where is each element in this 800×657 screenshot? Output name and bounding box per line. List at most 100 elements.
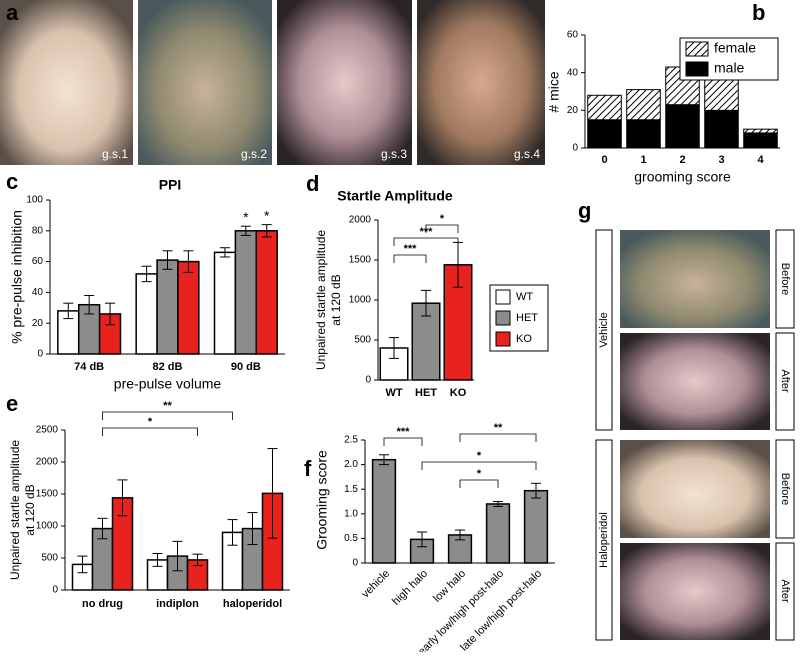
bracket	[459, 433, 537, 442]
y-tick-label: 80	[32, 225, 44, 236]
bracket	[421, 461, 537, 470]
significance: *	[148, 416, 153, 428]
panel-letter: g	[578, 198, 591, 223]
condition-label: After	[779, 579, 791, 603]
x-tick-label: haloperidol	[223, 598, 282, 610]
bracket	[102, 411, 233, 420]
bar	[234, 230, 258, 355]
chart-title: Startle Amplitude	[337, 188, 453, 204]
significance: ***	[404, 243, 418, 255]
photo-row: g.s.1 g.s.2 g.s.3 g.s.4	[0, 0, 545, 165]
y-axis-label: at 120 dB	[23, 484, 37, 535]
y-tick-label: 1500	[36, 489, 59, 500]
bar-segment	[587, 119, 622, 149]
significance: **	[494, 422, 503, 434]
bar-segment	[665, 104, 700, 149]
photo-label: g.s.1	[102, 147, 128, 161]
bar	[523, 489, 549, 564]
x-tick-label: 4	[757, 154, 764, 166]
bar-segment	[626, 89, 661, 121]
y-tick-label: 2500	[36, 425, 59, 436]
x-axis-label: pre-pulse volume	[114, 376, 222, 392]
bar	[135, 273, 158, 355]
significance: *	[243, 209, 249, 225]
condition-label: Before	[779, 473, 791, 505]
condition-box	[775, 229, 795, 329]
x-tick-label: low halo	[431, 568, 468, 605]
x-tick-label: indiplon	[156, 598, 199, 610]
y-tick-label: 40	[567, 67, 579, 78]
y-tick-label: 500	[41, 553, 58, 564]
panel-letter: c	[6, 169, 18, 194]
photo	[620, 230, 770, 328]
x-tick-label: 0	[601, 154, 607, 166]
x-tick-label: vehicle	[359, 568, 392, 601]
y-tick-label: 2000	[36, 457, 59, 468]
x-tick-label: 2	[679, 154, 685, 166]
panel-letter: e	[6, 391, 18, 416]
bar	[371, 458, 397, 564]
bracket	[383, 437, 423, 446]
significance: ***	[397, 426, 411, 438]
group-box	[595, 229, 613, 431]
group-box	[595, 439, 613, 641]
bar	[177, 260, 200, 355]
y-tick-label: 0	[365, 375, 371, 386]
panel-letter: d	[306, 171, 319, 196]
legend-label: female	[714, 40, 756, 56]
y-tick-label: 60	[567, 30, 579, 41]
panel-letter: b	[752, 0, 765, 25]
bar-segment	[704, 109, 739, 149]
group-label: Haloperidol	[598, 512, 610, 568]
bracket	[102, 427, 198, 436]
legend-label: KO	[516, 333, 532, 345]
y-tick-label: 0	[52, 585, 58, 596]
legend-label: WT	[516, 291, 533, 303]
y-tick-label: 2.5	[344, 435, 358, 446]
photo	[620, 543, 770, 640]
y-tick-label: 500	[354, 335, 371, 346]
bar-segment	[743, 132, 778, 149]
bar-segment	[743, 128, 778, 134]
bar	[213, 251, 237, 355]
x-tick-label: KO	[450, 387, 467, 399]
photo	[0, 0, 133, 165]
y-tick-label: 1500	[349, 255, 372, 266]
bar	[156, 259, 179, 355]
panel-letter: a	[6, 0, 19, 25]
y-tick-label: 2.0	[344, 459, 358, 470]
bracket	[425, 224, 459, 233]
x-tick-label: high halo	[390, 568, 430, 608]
condition-box	[775, 332, 795, 431]
y-tick-label: 0.5	[344, 533, 358, 544]
photo	[138, 0, 272, 165]
photo-label: g.s.3	[381, 147, 407, 161]
photo	[620, 440, 770, 538]
y-axis-label: % pre-pulse inhibition	[9, 210, 25, 344]
condition-label: After	[779, 369, 791, 393]
y-axis-label: Unpaired startle amplitude	[8, 440, 22, 580]
condition-box	[775, 439, 795, 539]
y-tick-label: 2000	[349, 215, 372, 226]
significance: *	[477, 450, 482, 462]
y-tick-label: 0	[37, 349, 43, 360]
y-tick-label: 60	[32, 256, 44, 267]
legend-swatch	[685, 61, 709, 77]
bar	[485, 503, 511, 564]
x-axis-label: grooming score	[634, 169, 731, 185]
photo	[277, 0, 412, 165]
y-axis-label: at 120 dB	[329, 274, 343, 325]
significance: *	[264, 207, 270, 223]
y-tick-label: 40	[32, 287, 44, 298]
panel-letter: f	[304, 456, 312, 481]
x-tick-label: 90 dB	[231, 361, 261, 373]
y-axis-label: Grooming score	[314, 450, 330, 550]
y-tick-label: 20	[32, 318, 44, 329]
bar-segment	[626, 119, 661, 149]
bracket	[393, 237, 459, 246]
y-tick-label: 1.0	[344, 508, 358, 519]
y-tick-label: 1000	[36, 521, 59, 532]
legend-label: male	[714, 60, 745, 76]
legend-swatch	[685, 41, 709, 57]
